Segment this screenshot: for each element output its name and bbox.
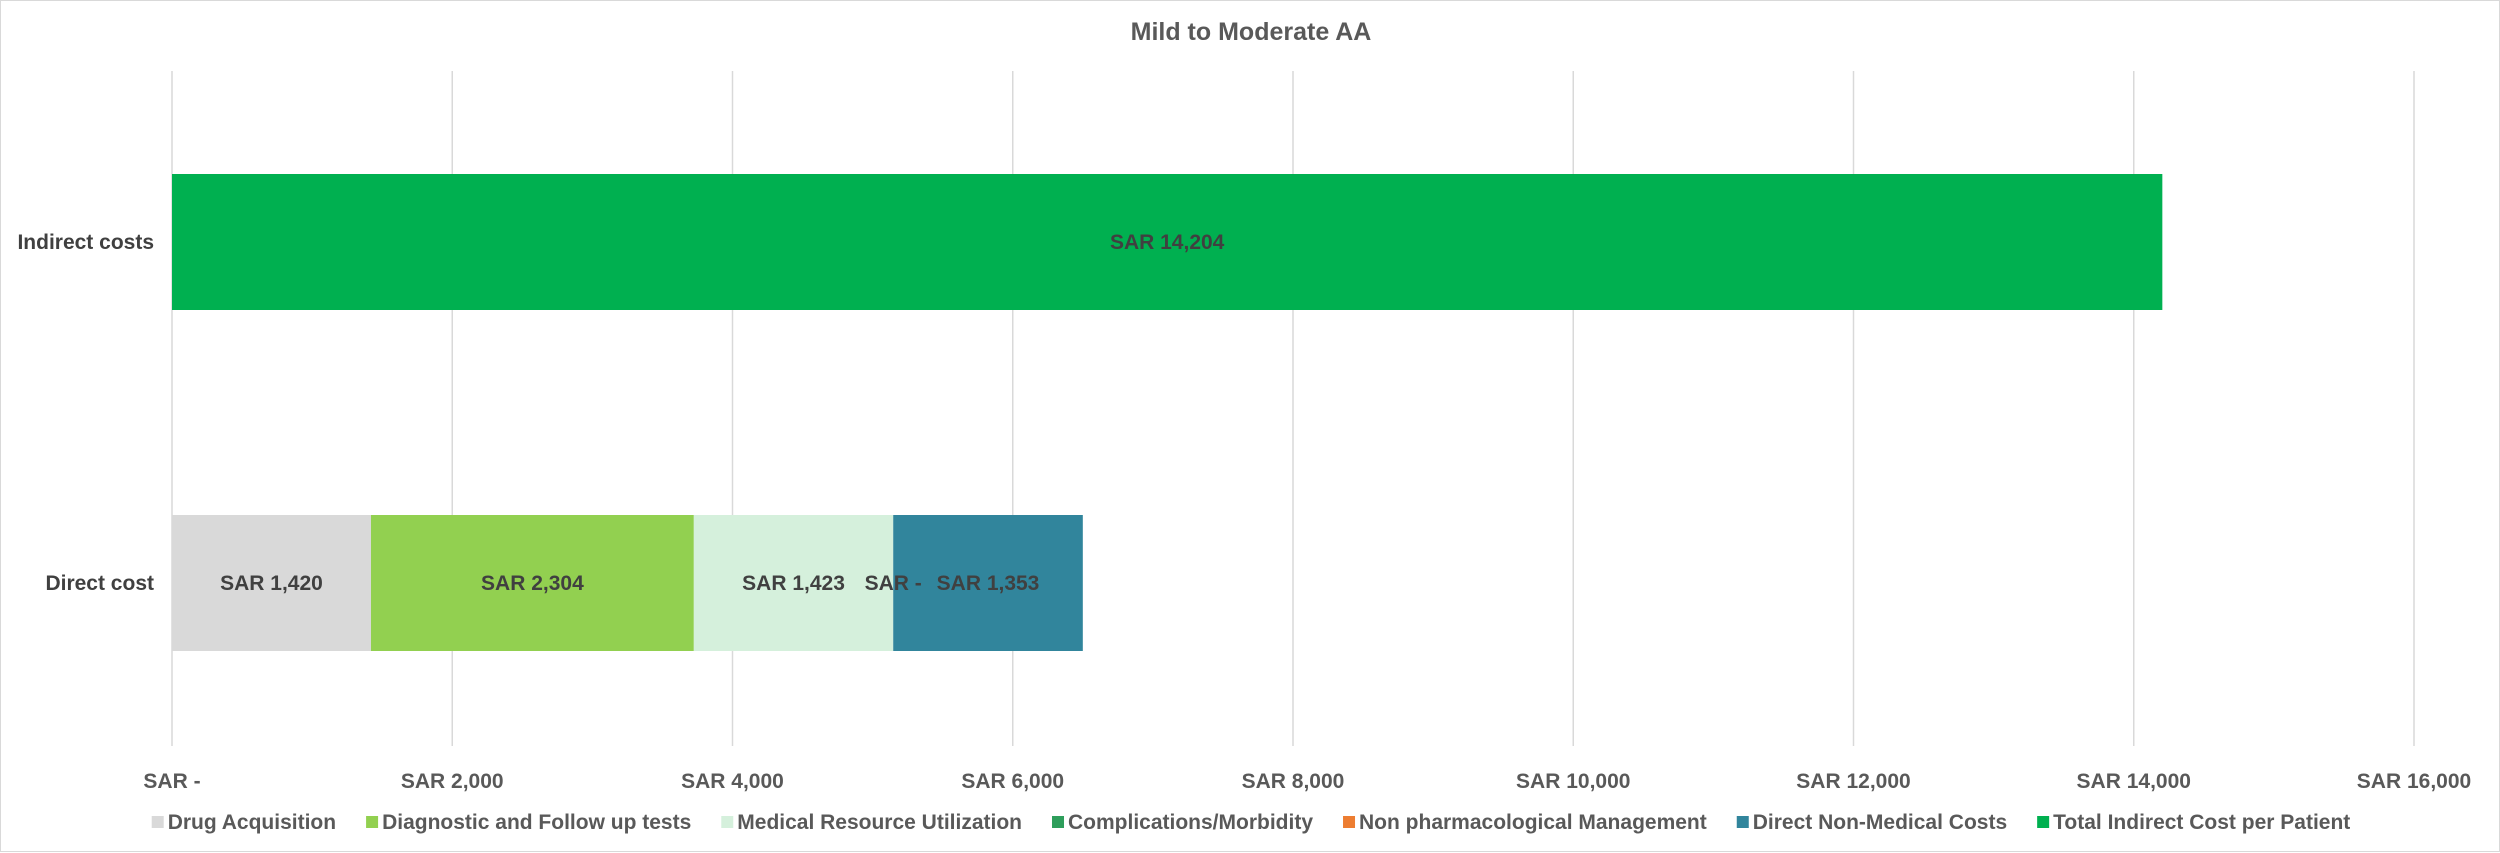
x-tick-label: SAR 8,000 xyxy=(1242,770,1345,793)
x-axis-ticks: SAR - SAR 2,000 SAR 4,000 SAR 6,000 SAR 8,00… xyxy=(143,770,2471,793)
legend-label: Direct Non-Medical Costs xyxy=(1753,811,2007,834)
legend: Drug Acquisition Diagnostic and Follow up… xyxy=(151,811,2350,834)
x-tick-label: SAR 10,000 xyxy=(1516,770,1630,793)
chart-title: Mild to Moderate AA xyxy=(1131,18,1372,46)
data-label: SAR 14,204 xyxy=(1110,231,1225,254)
x-tick-label: SAR 2,000 xyxy=(401,770,504,793)
x-tick-label: SAR - xyxy=(143,770,200,793)
data-label: SAR 1,420 xyxy=(220,572,323,595)
legend-label: Drug Acquisition xyxy=(168,811,336,834)
data-label: SAR - xyxy=(865,572,922,595)
category-label: Direct cost xyxy=(45,572,154,595)
legend-swatch xyxy=(1052,816,1065,828)
data-label: SAR 2,304 xyxy=(481,572,584,595)
data-label: SAR 1,353 xyxy=(937,572,1040,595)
bar-segment xyxy=(172,515,371,651)
bar-segment xyxy=(370,515,694,651)
legend-swatch xyxy=(366,816,379,828)
x-tick-label: SAR 14,000 xyxy=(2077,770,2191,793)
legend-swatch xyxy=(1343,816,1356,828)
data-label: SAR 1,423 xyxy=(742,572,845,595)
bar-segment xyxy=(893,515,1083,651)
data-labels: SAR 14,204 SAR 1,420 SAR 2,304 SAR 1,423 SAR… xyxy=(220,231,1225,595)
legend-swatch xyxy=(721,816,734,828)
bars xyxy=(172,174,2163,651)
legend-swatch xyxy=(1736,816,1749,828)
x-tick-label: SAR 16,000 xyxy=(2357,770,2471,793)
bar-segment xyxy=(172,174,2163,310)
legend-label: Total Indirect Cost per Patient xyxy=(2053,811,2350,834)
legend-item: Total Indirect Cost per Patient xyxy=(2037,811,2350,834)
legend-swatch xyxy=(2037,816,2050,828)
legend-label: Non pharmacological Management xyxy=(1359,811,1707,834)
legend-label: Diagnostic and Follow up tests xyxy=(382,811,691,834)
bar-segment xyxy=(693,515,894,651)
legend-label: Medical Resource Utilization xyxy=(737,811,1022,834)
legend-item: Medical Resource Utilization xyxy=(721,811,1022,834)
category-label: Indirect costs xyxy=(17,231,154,254)
legend-item: Non pharmacological Management xyxy=(1343,811,1707,834)
x-tick-label: SAR 4,000 xyxy=(681,770,784,793)
legend-item: Diagnostic and Follow up tests xyxy=(366,811,691,834)
legend-item: Direct Non-Medical Costs xyxy=(1736,811,2007,834)
x-tick-label: SAR 12,000 xyxy=(1796,770,1910,793)
x-tick-label: SAR 6,000 xyxy=(961,770,1064,793)
legend-item: Complications/Morbidity xyxy=(1052,811,1313,834)
legend-swatch xyxy=(151,816,164,828)
legend-label: Complications/Morbidity xyxy=(1068,811,1313,834)
legend-item: Drug Acquisition xyxy=(151,811,336,834)
category-labels: Indirect costs Direct cost xyxy=(17,231,154,595)
